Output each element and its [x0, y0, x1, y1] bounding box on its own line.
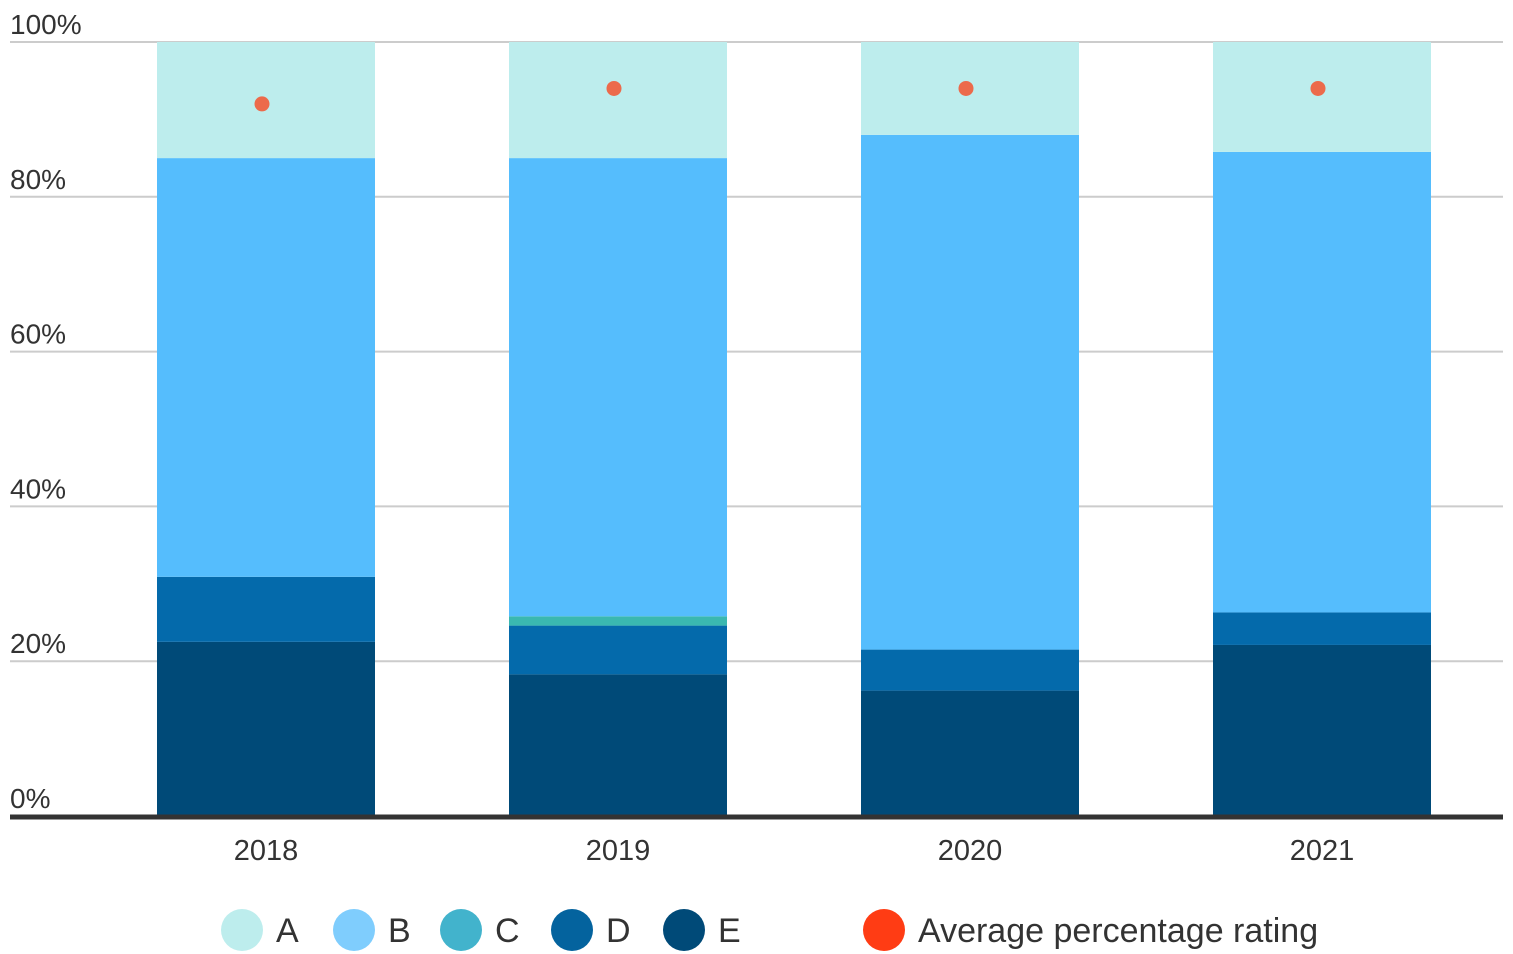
x-tick-label: 2021: [1290, 835, 1355, 867]
average-rating-point: [254, 96, 270, 112]
legend-item: Average percentage rating: [863, 909, 1318, 951]
legend-label: A: [276, 912, 299, 950]
bar-segment-e: [861, 690, 1079, 816]
bar-segment-d: [1213, 612, 1431, 645]
y-tick-label: 20%: [10, 628, 66, 659]
legend-swatch: [333, 909, 375, 951]
y-tick-label: 100%: [10, 9, 82, 40]
bar-segment-d: [509, 625, 727, 675]
y-axis-tick-labels: 0% 20% 40% 60% 80% 100%: [10, 9, 82, 814]
bar-segment-e: [509, 674, 727, 816]
bar-segment-d: [861, 649, 1079, 691]
bar-segment-e: [1213, 644, 1431, 816]
legend-label: Average percentage rating: [918, 912, 1318, 950]
average-rating-point: [606, 80, 622, 96]
legend-swatch: [551, 909, 593, 951]
bar-segment-a: [1213, 42, 1431, 152]
bar-segment-b: [509, 158, 727, 617]
y-tick-label: 60%: [10, 319, 66, 350]
bar-segment-e: [157, 641, 375, 816]
average-rating-point: [958, 80, 974, 96]
legend-swatch: [221, 909, 263, 951]
bar-segment-b: [861, 134, 1079, 650]
legend-label: E: [718, 912, 741, 950]
y-tick-label: 40%: [10, 473, 66, 504]
legend-label: B: [388, 912, 411, 950]
bar-segment-b: [1213, 151, 1431, 613]
average-rating-point: [1310, 80, 1326, 96]
legend-item: C: [440, 909, 520, 951]
legend: A B C D E Average percentage rating: [221, 909, 1318, 951]
x-tick-label: 2019: [586, 835, 651, 867]
legend-item: A: [221, 909, 299, 951]
x-tick-label: 2020: [938, 835, 1003, 867]
legend-label: D: [606, 912, 631, 950]
legend-swatch: [663, 909, 705, 951]
x-axis-tick-labels: 2018 2019 2020 2021: [234, 835, 1355, 867]
bar-segment-c: [509, 616, 727, 626]
bar-segment-d: [157, 576, 375, 642]
legend-swatch: [440, 909, 482, 951]
x-tick-label: 2018: [234, 835, 299, 867]
bar-segment-b: [157, 158, 375, 577]
legend-item: D: [551, 909, 631, 951]
average-rating-points: [254, 80, 1326, 112]
bar-segment-a: [509, 42, 727, 159]
legend-label: C: [495, 912, 520, 950]
y-tick-label: 80%: [10, 164, 66, 195]
legend-item: E: [663, 909, 741, 951]
legend-swatch: [863, 909, 905, 951]
y-tick-label: 0%: [10, 783, 50, 814]
legend-item: B: [333, 909, 411, 951]
bars: [157, 42, 1431, 816]
